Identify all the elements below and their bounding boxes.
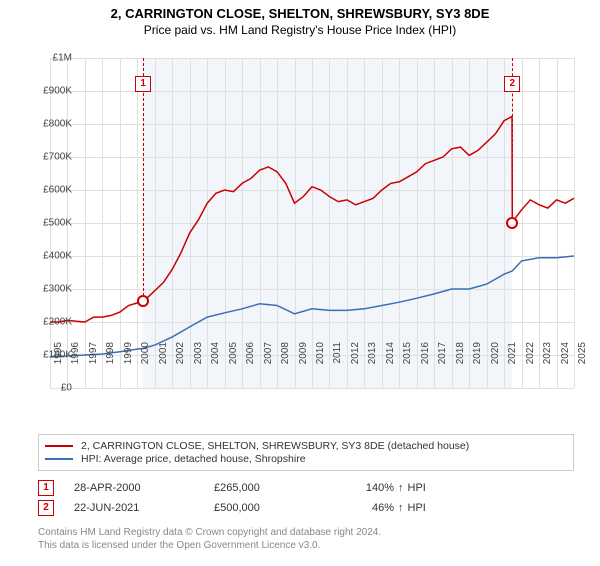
xtick-label: 2007 [263,342,274,364]
up-arrow-icon: ↑ [398,482,404,494]
xtick-label: 2009 [298,342,309,364]
event-number-box: 2 [38,500,54,516]
event-hpi-label: HPI [408,482,426,494]
footer-line2: This data is licensed under the Open Gov… [38,539,574,552]
ytick-label: £800K [26,119,72,130]
xtick-label: 2020 [490,342,501,364]
xtick-label: 2010 [315,342,326,364]
series-line-property [50,116,574,322]
event-price: £500,000 [214,502,334,514]
event-price: £265,000 [214,482,334,494]
footer-line1: Contains HM Land Registry data © Crown c… [38,526,574,539]
event-row: 2 22-JUN-2021£500,00046% ↑ HPI [38,500,574,516]
ytick-label: £900K [26,86,72,97]
ytick-label: £400K [26,251,72,262]
xtick-label: 1995 [53,342,64,364]
chart-subtitle: Price paid vs. HM Land Registry's House … [0,23,600,37]
ytick-label: £600K [26,185,72,196]
ytick-label: £200K [26,317,72,328]
event-hpi-label: HPI [408,502,426,514]
xtick-label: 2006 [245,342,256,364]
footer-text: Contains HM Land Registry data © Crown c… [38,526,574,552]
legend-label: 2, CARRINGTON CLOSE, SHELTON, SHREWSBURY… [81,440,469,452]
marker-dot [137,295,149,307]
xtick-label: 2018 [455,342,466,364]
marker-number-box: 2 [504,76,520,92]
xtick-label: 2001 [158,342,169,364]
event-number-box: 1 [38,480,54,496]
gridline-h [50,388,574,389]
xtick-label: 2011 [332,342,343,364]
legend-swatch [45,445,73,447]
ytick-label: £700K [26,152,72,163]
gridline-v [574,58,575,388]
xtick-label: 2000 [140,342,151,364]
ytick-label: £1M [26,53,72,64]
legend-box: 2, CARRINGTON CLOSE, SHELTON, SHREWSBURY… [38,434,574,471]
xtick-label: 2004 [210,342,221,364]
event-pct: 46% [334,502,394,514]
marker-number-box: 1 [135,76,151,92]
xtick-label: 2003 [193,342,204,364]
legend-row: HPI: Average price, detached house, Shro… [45,453,567,465]
xtick-label: 2025 [577,342,588,364]
xtick-label: 2024 [560,342,571,364]
marker-vline [143,58,144,301]
xtick-label: 2014 [385,342,396,364]
xtick-label: 2002 [175,342,186,364]
chart-container: 2, CARRINGTON CLOSE, SHELTON, SHREWSBURY… [0,6,600,566]
marker-dot [506,217,518,229]
ytick-label: £500K [26,218,72,229]
event-table: 1 28-APR-2000£265,000140% ↑ HPI 2 22-JUN-2021… [38,476,574,520]
event-date: 22-JUN-2021 [74,502,214,514]
chart-title: 2, CARRINGTON CLOSE, SHELTON, SHREWSBURY… [0,6,600,21]
xtick-label: 2016 [420,342,431,364]
event-pct: 140% [334,482,394,494]
xtick-label: 2022 [525,342,536,364]
xtick-label: 2019 [472,342,483,364]
legend-row: 2, CARRINGTON CLOSE, SHELTON, SHREWSBURY… [45,440,567,452]
xtick-label: 2021 [507,342,518,364]
event-row: 1 28-APR-2000£265,000140% ↑ HPI [38,480,574,496]
xtick-label: 2023 [542,342,553,364]
legend-swatch [45,458,73,460]
chart-plot-area: 12 [50,58,574,388]
xtick-label: 2017 [437,342,448,364]
xtick-label: 2012 [350,342,361,364]
ytick-label: £100K [26,350,72,361]
ytick-label: £300K [26,284,72,295]
up-arrow-icon: ↑ [398,502,404,514]
legend-label: HPI: Average price, detached house, Shro… [81,453,306,465]
ytick-label: £0 [26,383,72,394]
event-date: 28-APR-2000 [74,482,214,494]
xtick-label: 2015 [402,342,413,364]
xtick-label: 1998 [105,342,116,364]
xtick-label: 1996 [70,342,81,364]
xtick-label: 2005 [228,342,239,364]
xtick-label: 1999 [123,342,134,364]
xtick-label: 2013 [367,342,378,364]
chart-lines-svg [50,58,574,388]
xtick-label: 1997 [88,342,99,364]
xtick-label: 2008 [280,342,291,364]
